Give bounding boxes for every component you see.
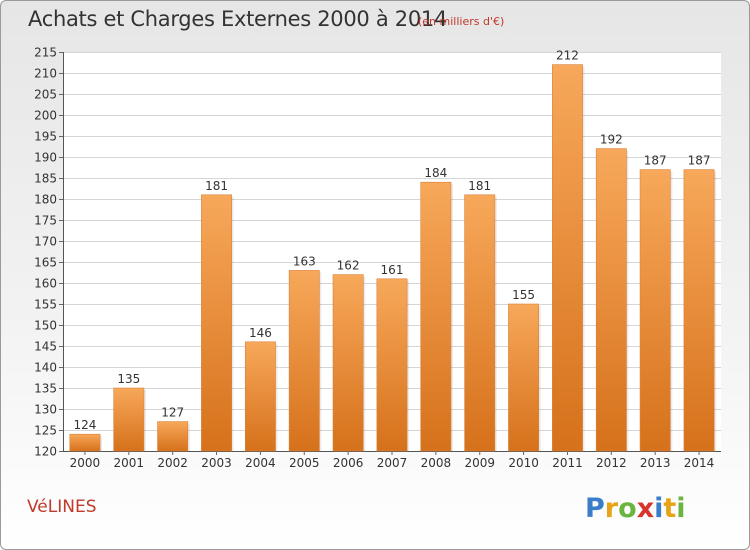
bar-2006 [332,274,364,452]
data-label: 187 [688,154,711,168]
y-tick-label: 130 [34,403,57,417]
data-labels: 124 135 127 181 146 163 162 161 184 181 155 212 192 1… [73,49,710,433]
y-tick-label: 170 [34,235,57,249]
bar-2014 [683,169,715,452]
x-tick-label: 2007 [377,456,408,470]
y-tick-label: 215 [34,46,57,60]
bar-2002 [157,421,189,452]
y-tick-label: 155 [34,298,57,312]
bar-2013 [639,169,671,452]
x-tick-label: 2013 [640,456,671,470]
y-tick-label: 145 [34,340,57,354]
x-tick-label: 2004 [245,456,276,470]
bar-2012 [595,148,627,452]
data-label: 135 [117,372,140,386]
data-label: 162 [337,259,360,273]
x-tick-label: 2011 [552,456,583,470]
axes: 120 125 130 135 140 145 150 155 160 165 170 175 180 1… [34,46,721,470]
bar-2000 [69,433,101,452]
y-tick-label: 120 [34,445,57,459]
bar-2005 [288,270,320,452]
y-tick-label: 180 [34,193,57,207]
y-tick-label: 205 [34,88,57,102]
chart-subtitle: (en milliers d'€) [418,15,505,28]
proxiti-logo: Proxiti [585,493,686,524]
data-label: 161 [381,263,404,277]
y-tick-label: 165 [34,256,57,270]
y-tick-label: 135 [34,382,57,396]
bar-2008 [420,181,452,452]
data-label: 192 [600,133,623,147]
y-tick-label: 140 [34,361,57,375]
bar-2001 [113,387,145,452]
y-tick-label: 190 [34,151,57,165]
y-tick-label: 185 [34,172,57,186]
x-tick-label: 2000 [70,456,101,470]
data-label: 146 [249,326,272,340]
x-tick-label: 2008 [421,456,452,470]
bar-2007 [376,278,408,452]
data-label: 163 [293,254,316,268]
data-label: 181 [468,179,491,193]
chart-title: Achats et Charges Externes 2000 à 2014 [28,7,448,31]
y-tick-label: 210 [34,67,57,81]
data-label: 155 [512,288,535,302]
data-label: 181 [205,179,228,193]
bar-2011 [552,64,583,452]
bar-2003 [201,194,232,452]
y-tick-label: 160 [34,277,57,291]
commune-name: VéLINES [27,497,97,517]
x-tick-label: 2005 [289,456,320,470]
data-label: 124 [73,418,96,432]
data-label: 187 [644,154,667,168]
y-tick-label: 195 [34,130,57,144]
y-tick-label: 200 [34,109,57,123]
x-tick-label: 2009 [464,456,495,470]
x-tick-label: 2010 [508,456,539,470]
x-tick-label: 2001 [114,456,145,470]
bars [69,64,717,452]
data-label: 212 [556,49,579,63]
data-label: 184 [424,166,447,180]
bar-2010 [508,303,540,452]
y-tick-label: 125 [34,424,57,438]
bar-2004 [244,341,276,452]
y-tick-label: 175 [34,214,57,228]
x-tick-label: 2014 [684,456,715,470]
y-tick-label: 150 [34,319,57,333]
x-tick-label: 2002 [157,456,188,470]
x-tick-label: 2006 [333,456,364,470]
x-tick-label: 2003 [201,456,232,470]
bar-2009 [464,194,496,452]
x-tick-label: 2012 [596,456,627,470]
svg-text:Proxiti: Proxiti [585,493,686,524]
data-label: 127 [161,406,184,420]
